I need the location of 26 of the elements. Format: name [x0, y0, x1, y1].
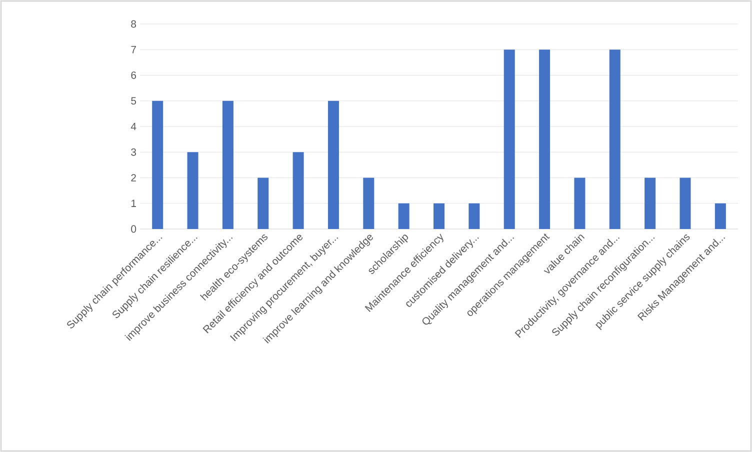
bar: [363, 178, 374, 229]
bar: [398, 203, 410, 229]
bar: [328, 100, 339, 229]
bar: [258, 178, 269, 229]
bar: [468, 203, 480, 229]
bar: [187, 152, 198, 229]
bar: [152, 100, 164, 229]
bar: [609, 50, 620, 229]
bar: [644, 178, 656, 229]
y-tick-label: 1: [131, 200, 136, 207]
bar: [222, 100, 234, 229]
bar: [504, 50, 515, 229]
y-tick-label: 0: [131, 225, 136, 233]
y-tick-label: 7: [131, 46, 136, 54]
bar: [714, 203, 726, 229]
bar: [292, 152, 304, 229]
y-tick-label: 5: [131, 97, 136, 105]
y-tick-label: 6: [131, 72, 136, 79]
y-tick-label: 8: [131, 20, 136, 28]
bar: [574, 178, 586, 229]
bar: [539, 50, 550, 229]
y-tick-label: 2: [131, 174, 136, 182]
bar: [680, 178, 691, 229]
bar: [434, 203, 445, 229]
y-tick-label: 3: [131, 148, 136, 156]
y-tick-label: 4: [130, 122, 136, 130]
